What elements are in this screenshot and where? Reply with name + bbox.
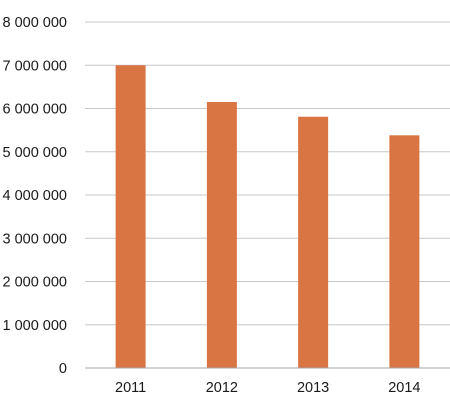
y-tick-label: 1 000 000 [2, 318, 67, 334]
x-tick-label: 2013 [297, 380, 329, 396]
y-tick-label: 0 [59, 361, 67, 377]
bar-2014 [389, 135, 420, 368]
y-tick-label: 3 000 000 [2, 231, 67, 247]
y-tick-label: 8 000 000 [2, 15, 67, 31]
bar-2013 [298, 116, 329, 368]
x-tick-label: 2012 [206, 380, 238, 396]
y-tick-label: 2 000 000 [2, 275, 67, 291]
bars [115, 65, 420, 368]
y-tick-label: 5 000 000 [2, 145, 67, 161]
x-tick-label: 2011 [115, 380, 146, 396]
y-tick-label: 6 000 000 [2, 102, 67, 118]
y-tick-label: 4 000 000 [2, 188, 67, 204]
bar-2012 [206, 102, 237, 368]
gridlines [85, 21, 450, 326]
x-tick-label: 2014 [388, 380, 420, 396]
x-tick-labels: 2011 2012 2013 2014 [115, 380, 420, 396]
y-tick-labels: 0 1 000 000 2 000 000 3 000 000 4 000 000 5 0… [2, 15, 67, 377]
bar-2011 [115, 65, 146, 368]
y-tick-label: 7 000 000 [2, 58, 67, 74]
